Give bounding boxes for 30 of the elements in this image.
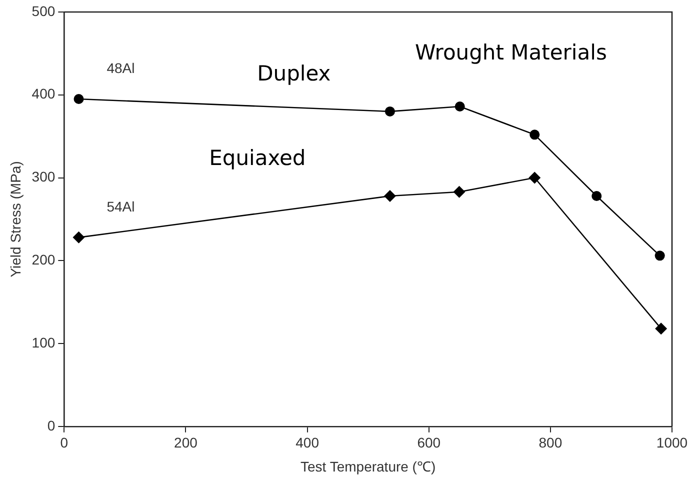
point bbox=[530, 130, 540, 140]
x-tick-label: 0 bbox=[60, 434, 68, 451]
point bbox=[453, 186, 466, 198]
point bbox=[655, 322, 668, 335]
annotation: Wrought Materials bbox=[414, 40, 607, 65]
y-tick-label: 100 bbox=[32, 334, 56, 350]
point bbox=[592, 190, 602, 201]
y-tick-label: 400 bbox=[32, 86, 56, 102]
x-tick-label: 800 bbox=[538, 434, 562, 451]
x-tick-label: 400 bbox=[296, 434, 320, 451]
point bbox=[384, 190, 396, 202]
x-tick-label: 1000 bbox=[656, 434, 688, 451]
point bbox=[74, 94, 84, 104]
annotation: Duplex bbox=[257, 61, 331, 86]
series-label: 54Al bbox=[106, 198, 135, 214]
y-tick-label: 500 bbox=[32, 2, 56, 19]
point bbox=[384, 106, 395, 116]
x-axis-title: Test Temperature (℃) bbox=[300, 458, 436, 474]
x-tick-label: 200 bbox=[174, 434, 198, 451]
point bbox=[654, 250, 665, 261]
point bbox=[528, 172, 541, 184]
y-tick-label: 200 bbox=[32, 252, 56, 268]
y-axis-title: Yield Stress (MPa) bbox=[7, 161, 24, 278]
point bbox=[454, 101, 465, 112]
series-label: 48Al bbox=[106, 60, 135, 76]
y-tick-label: 300 bbox=[32, 168, 56, 185]
annotation: Equiaxed bbox=[209, 146, 306, 170]
point bbox=[72, 231, 85, 244]
x-tick-label: 600 bbox=[417, 434, 441, 451]
y-tick-label: 0 bbox=[47, 417, 56, 434]
